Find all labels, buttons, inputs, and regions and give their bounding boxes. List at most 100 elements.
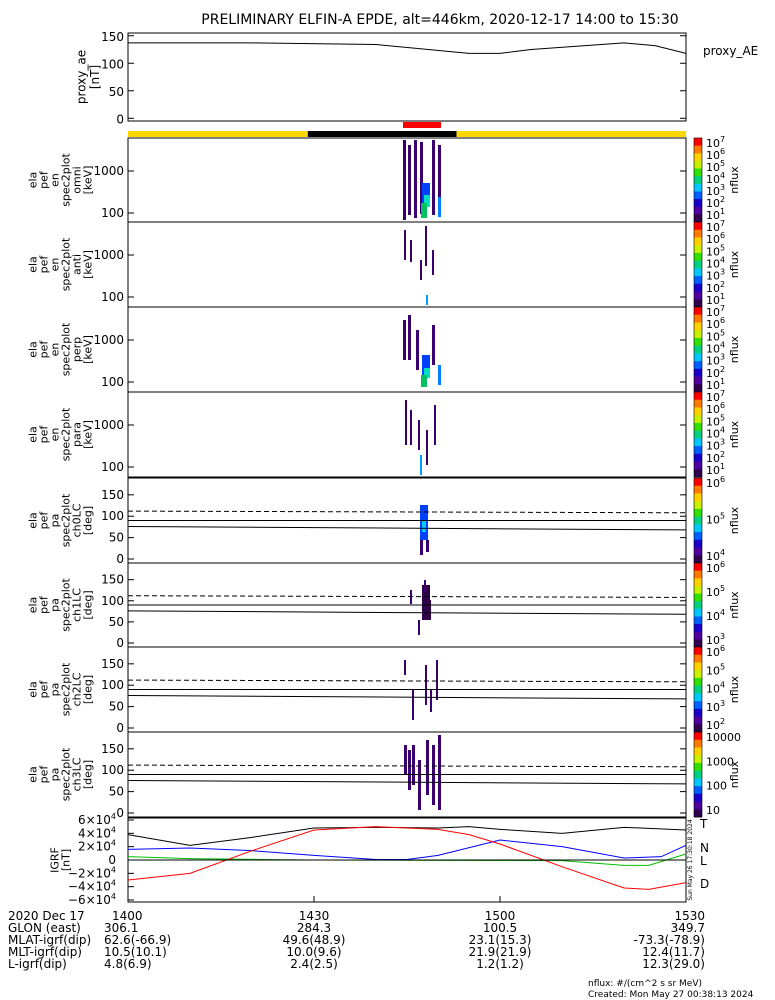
pitch-colorbar-swatch: [694, 793, 702, 802]
energy-colorbar-swatch: [694, 199, 702, 208]
pitch-colorbar-swatch: [694, 755, 702, 764]
pitch-colorbar-swatch: [694, 677, 702, 687]
spectrogram-pixel: [421, 375, 427, 387]
y-tick-label: 0: [116, 721, 124, 735]
pitch-colorbar-swatch: [694, 631, 702, 640]
y-tick-label: 150: [101, 742, 124, 756]
spectrogram-frame: [127, 391, 687, 478]
spectrogram-frame: [127, 137, 687, 223]
y-tick-label: 4×104: [78, 825, 116, 840]
colorbar-tick-label: 104: [706, 608, 725, 623]
spectrogram-pixel: [408, 315, 411, 360]
y-tick-label: 50: [109, 785, 124, 799]
pitch-colorbar-swatch: [694, 555, 702, 564]
spectrogram-pixel: [420, 260, 422, 280]
spectrogram-pixel: [420, 455, 422, 475]
y-tick-label: 100: [101, 375, 124, 389]
ephemeris-value: 2.4(2.5): [290, 957, 338, 971]
colorbar-label: nflux: [728, 591, 741, 619]
orbit-bar-day: [456, 131, 686, 137]
pitch-panel-ylabel: elapefpaspec2plotch1LC[deg]: [26, 578, 94, 632]
loss-cone-dashed: [127, 510, 687, 514]
energy-colorbar-swatch: [694, 138, 702, 147]
igrf-N-line: [127, 839, 687, 861]
pitch-colorbar-swatch: [694, 485, 702, 494]
pitch-colorbar-swatch: [694, 716, 702, 725]
pitch-colorbar-swatch: [694, 539, 702, 548]
spectrogram-pixel: [424, 195, 430, 207]
pitch-panel-ylabel: elapefpaspec2plotch3LC[deg]: [26, 747, 94, 801]
colorbar-tick-label: 106: [706, 560, 725, 575]
loss-cone-solid: [127, 694, 687, 700]
y-tick-label: 100: [101, 509, 124, 523]
orbit-bar-day: [128, 131, 308, 137]
ephemeris-value: 62.6(-66.9): [104, 933, 171, 947]
energy-colorbar-swatch: [694, 469, 702, 478]
energy-panel-ylabel: elapefenspec2plotpara[keV]: [26, 407, 94, 461]
ephemeris-value: 49.6(48.9): [283, 933, 346, 947]
spectrogram-pixel: [404, 660, 406, 675]
pitch-colorbar-swatch: [694, 701, 702, 710]
ephemeris-value: 10.5(10.1): [104, 945, 167, 959]
colorbar-tick-label: 105: [706, 584, 725, 599]
pitch-colorbar-swatch: [694, 501, 702, 510]
ephemeris-row-label: 2020 Dec 17: [8, 909, 85, 923]
pitch-colorbar-swatch: [694, 732, 702, 741]
colorbar-label: nflux: [728, 335, 741, 363]
spectrogram-pixel: [405, 400, 407, 445]
y-tick-label: 150: [101, 657, 124, 671]
energy-colorbar-swatch: [694, 183, 702, 192]
ephemeris-value: -73.3(-78.9): [634, 933, 705, 947]
science-zone-marker: [403, 122, 441, 128]
y-tick-label: 100: [101, 460, 124, 474]
ephemeris-value: 1400: [112, 909, 143, 923]
y-tick-label: 0: [116, 636, 124, 650]
figure-title: PRELIMINARY ELFIN-A EPDE, alt=446km, 202…: [201, 12, 678, 28]
loss-cone-dashed: [127, 595, 687, 598]
pitch-colorbar-swatch: [694, 547, 702, 556]
plot-timestamp: Sun May 26 17:30:18 2024: [687, 819, 694, 900]
spectrogram-pixel: [421, 203, 427, 218]
ephemeris-value: 12.3(29.0): [642, 957, 705, 971]
pitch-colorbar-swatch: [694, 770, 702, 779]
energy-colorbar-swatch: [694, 160, 702, 169]
energy-colorbar-swatch: [694, 353, 702, 362]
spectrogram-pixel: [432, 250, 434, 275]
loss-cone-solid: [127, 525, 687, 531]
pitch-colorbar-swatch: [694, 747, 702, 756]
energy-colorbar-swatch: [694, 260, 702, 269]
ephemeris-value: 1430: [299, 909, 330, 923]
pitch-colorbar-swatch: [694, 708, 702, 717]
energy-colorbar-frame: [693, 391, 703, 478]
proxy-ae-ylabel: proxy_ae[nT]: [75, 50, 102, 104]
spectrogram-pixel: [422, 355, 430, 375]
spectrogram-pixel: [425, 226, 427, 266]
colorbar-label: nflux: [728, 760, 741, 788]
pitch-colorbar-swatch: [694, 809, 702, 818]
spectrogram-pixel: [420, 540, 423, 555]
spectrogram-pixel: [432, 140, 435, 215]
spectrogram-pixel: [403, 140, 406, 220]
pitch-colorbar-swatch: [694, 762, 702, 772]
pitch-colorbar-swatch: [694, 624, 702, 633]
spectrogram-pixel: [426, 740, 429, 795]
colorbar-tick-label: 105: [706, 662, 725, 677]
spectrogram-pixel: [425, 665, 427, 705]
energy-colorbar-swatch: [694, 392, 702, 401]
spectrogram-pixel: [412, 745, 415, 785]
spectrogram-pixel: [404, 745, 407, 775]
spectrogram-pixel: [424, 580, 426, 592]
spectrogram-pixel: [408, 145, 411, 215]
energy-colorbar-swatch: [694, 453, 702, 462]
spectrogram-pixel: [404, 230, 406, 260]
y-tick-label: 50: [109, 85, 124, 99]
spectrogram-pixel: [410, 410, 412, 445]
y-tick-label: 6×104: [78, 812, 116, 827]
y-tick-label: 1000: [93, 164, 124, 178]
colorbar-tick-label: 10000: [706, 731, 741, 744]
spectrogram-pixel: [412, 690, 414, 720]
y-tick-label: 100: [101, 763, 124, 777]
energy-colorbar-swatch: [694, 330, 702, 339]
pitch-colorbar-swatch: [694, 639, 702, 648]
ephemeris-value: 23.1(15.3): [469, 933, 532, 947]
